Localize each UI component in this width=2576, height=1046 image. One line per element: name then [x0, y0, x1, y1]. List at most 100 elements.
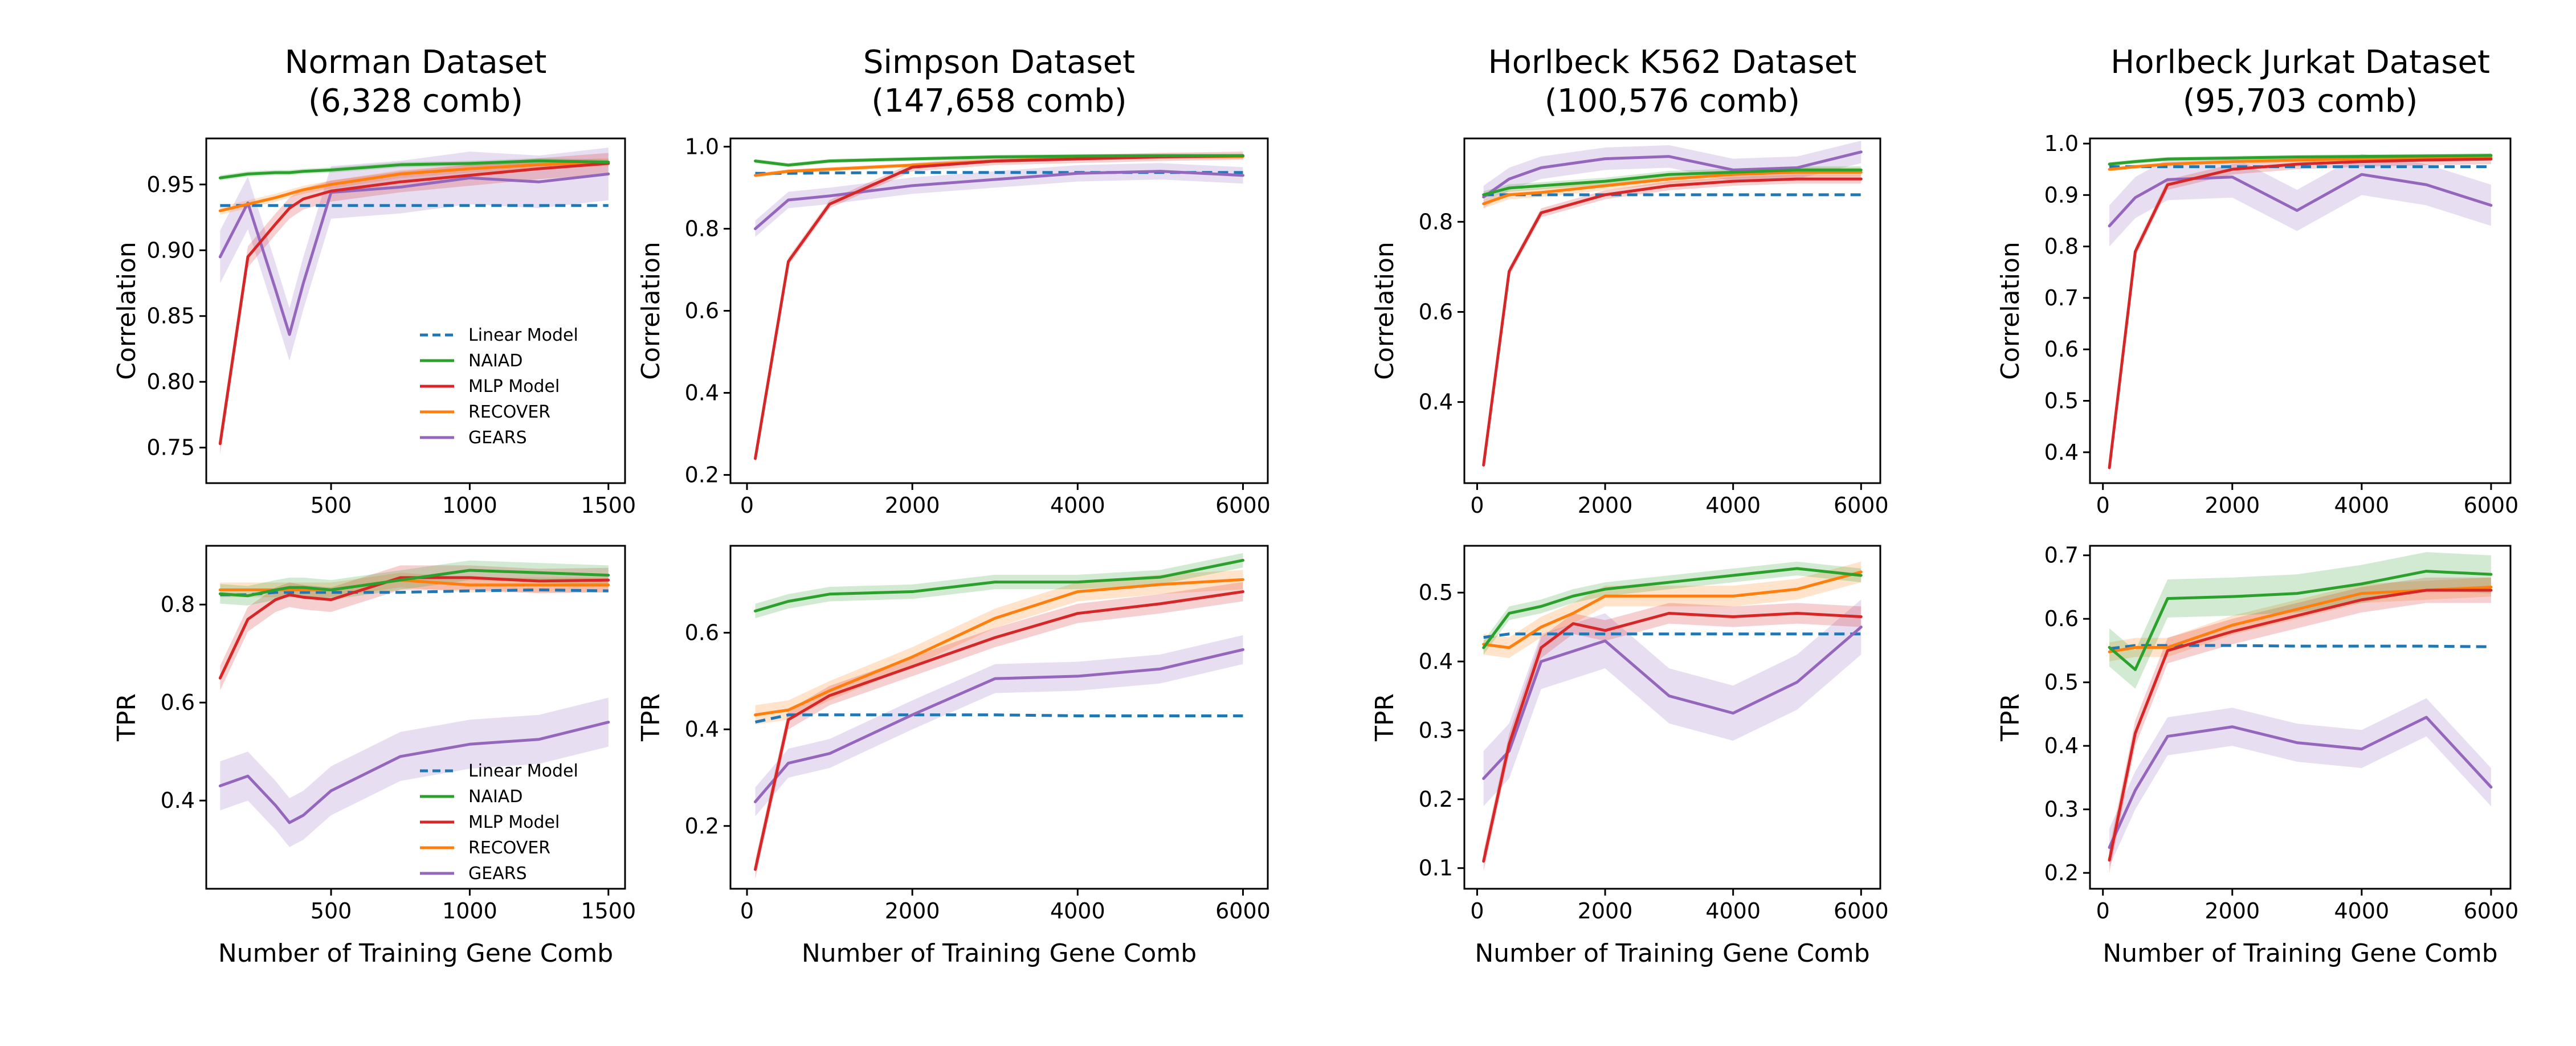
series-band-recover [1483, 561, 1861, 659]
series-line-mlp-model [2108, 589, 2493, 862]
series-line-linear-model [754, 713, 1243, 724]
series-band-gears [755, 635, 1243, 816]
axes-frame [729, 545, 1269, 890]
legend-label-gears: GEARS [468, 864, 527, 884]
series-line-gears [754, 648, 1244, 803]
series-line-naiad [2108, 570, 2493, 671]
x-tick-label: 4000 [2334, 898, 2390, 924]
y-axis-label: Correlation [1370, 242, 1399, 380]
y-tick-label: 0.4 [161, 788, 195, 813]
x-tick-label: 4000 [1705, 493, 1761, 518]
x-tick-label: 2000 [1578, 493, 1633, 518]
series-line-gears [2108, 716, 2493, 849]
y-tick-label: 0.2 [1419, 787, 1453, 812]
series-line-recover [218, 161, 610, 213]
x-tick-label: 0 [1470, 898, 1484, 924]
subplot-horlbeck-k562-tpr: 0 2000 4000 6000 0.1 0.2 0.3 0.4 0.5 TPR Number of… [1370, 545, 1889, 968]
axes-frame [2089, 545, 2512, 890]
series-line-mlp-model [1482, 177, 1863, 467]
x-tick-label: 500 [311, 493, 352, 518]
series-line-gears [218, 172, 610, 336]
plot-area [218, 148, 610, 455]
x-tick-label: 2000 [1578, 898, 1633, 924]
x-tick-label: 0 [740, 493, 754, 518]
x-axis-label: Number of Training Gene Comb [2103, 939, 2497, 968]
chart-subtitle: (147,658 comb) [871, 83, 1126, 120]
x-tick-label: 6000 [1215, 493, 1271, 518]
series-line-gears [2108, 173, 2493, 228]
series-line-mlp-model [2108, 157, 2493, 469]
subplot-simpson-tpr: 0 2000 4000 6000 0.2 0.4 0.6 TPR Number of Train… [636, 545, 1271, 968]
y-tick-label: 0.4 [2044, 440, 2079, 465]
x-tick-label: 0 [2096, 898, 2110, 924]
x-tick-label: 2000 [2204, 493, 2260, 518]
x-tick-label: 0 [740, 898, 754, 924]
subplot-norman-correlation: Norman Dataset(6,328 comb) 500 1000 1500 0.7… [112, 44, 636, 518]
x-axis-label: Number of Training Gene Comb [802, 939, 1197, 968]
y-tick-label: 0.6 [2044, 337, 2079, 362]
y-tick-label: 0.8 [1419, 209, 1453, 234]
series-line-naiad [218, 569, 610, 598]
y-tick-label: 0.9 [2044, 182, 2079, 207]
y-tick-label: 0.6 [161, 690, 195, 715]
subplot-horlbeck-jurkat-correlation: Horlbeck Jurkat Dataset(95,703 comb) 0 200… [1996, 44, 2518, 518]
chart-title: Horlbeck K562 Dataset [1488, 44, 1857, 81]
subplot-simpson-correlation: Simpson Dataset(147,658 comb) 0 2000 4000 60… [636, 44, 1271, 518]
chart-title: Horlbeck Jurkat Dataset [2110, 44, 2490, 81]
series-line-gears [218, 721, 610, 824]
y-axis-label: TPR [1370, 693, 1399, 742]
legend-label-naiad: NAIAD [468, 787, 522, 807]
series-line-naiad [2108, 154, 2493, 166]
axes-frame [1463, 137, 1881, 484]
plot-area [218, 560, 610, 847]
plot-area [1482, 140, 1863, 470]
subplot-horlbeck-jurkat-tpr: 0 2000 4000 6000 0.2 0.3 0.4 0.5 0.6 0.7 TPR Number… [1996, 543, 2518, 968]
x-tick-label: 2000 [2204, 898, 2260, 924]
x-tick-label: 6000 [1834, 898, 1889, 924]
series-line-mlp-model [754, 590, 1244, 871]
x-tick-label: 0 [2096, 493, 2110, 518]
x-tick-label: 500 [311, 898, 352, 924]
legend-label-recover: RECOVER [468, 838, 550, 858]
series-band-mlp-model [1483, 603, 1861, 872]
series-band-gears [1483, 140, 1861, 209]
plot-area [754, 553, 1244, 880]
legend-label-mlp-model: MLP Model [468, 812, 560, 832]
chart-subtitle: (95,703 comb) [2183, 83, 2418, 120]
axes-frame [2089, 137, 2512, 484]
y-tick-label: 1.0 [2044, 131, 2079, 156]
y-tick-label: 0.1 [1419, 856, 1453, 881]
y-axis-label: TPR [1996, 693, 2025, 742]
x-tick-label: 4000 [1050, 898, 1105, 924]
series-band-gears [2109, 698, 2491, 867]
x-tick-label: 4000 [1050, 493, 1105, 518]
axes-frame [1463, 545, 1881, 890]
y-axis-label: Correlation [636, 242, 666, 380]
y-tick-label: 0.7 [2044, 285, 2079, 310]
y-tick-label: 0.8 [685, 216, 719, 241]
chart-title: Norman Dataset [285, 44, 547, 81]
series-band-gears [220, 697, 609, 847]
series-line-naiad [1482, 567, 1863, 649]
series-line-naiad [1482, 168, 1863, 197]
subplot-horlbeck-k562-correlation: Horlbeck K562 Dataset(100,576 comb) 0 2000… [1370, 44, 1889, 518]
legend-label-gears: GEARS [468, 428, 527, 448]
x-tick-label: 6000 [1215, 898, 1271, 924]
axes-frame [205, 137, 626, 484]
y-tick-label: 0.4 [1419, 649, 1453, 674]
series-band-naiad [220, 158, 609, 181]
series-band-mlp-model [1483, 174, 1861, 470]
series-line-naiad [754, 558, 1244, 612]
series-band-naiad [2109, 552, 2491, 689]
y-tick-label: 0.3 [2044, 797, 2079, 822]
x-tick-label: 1500 [581, 493, 636, 518]
x-tick-label: 2000 [885, 493, 940, 518]
y-tick-label: 0.6 [685, 620, 719, 645]
series-line-recover [1482, 170, 1863, 206]
y-axis-label: Correlation [112, 242, 141, 380]
series-line-mlp-model [218, 576, 610, 680]
y-tick-label: 0.8 [161, 592, 195, 617]
y-tick-label: 0.85 [146, 304, 195, 329]
y-tick-label: 0.3 [1419, 718, 1453, 743]
